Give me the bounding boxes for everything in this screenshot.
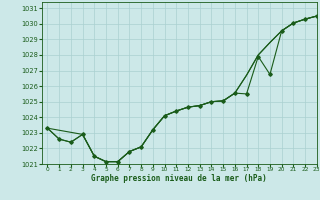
X-axis label: Graphe pression niveau de la mer (hPa): Graphe pression niveau de la mer (hPa): [91, 174, 267, 183]
